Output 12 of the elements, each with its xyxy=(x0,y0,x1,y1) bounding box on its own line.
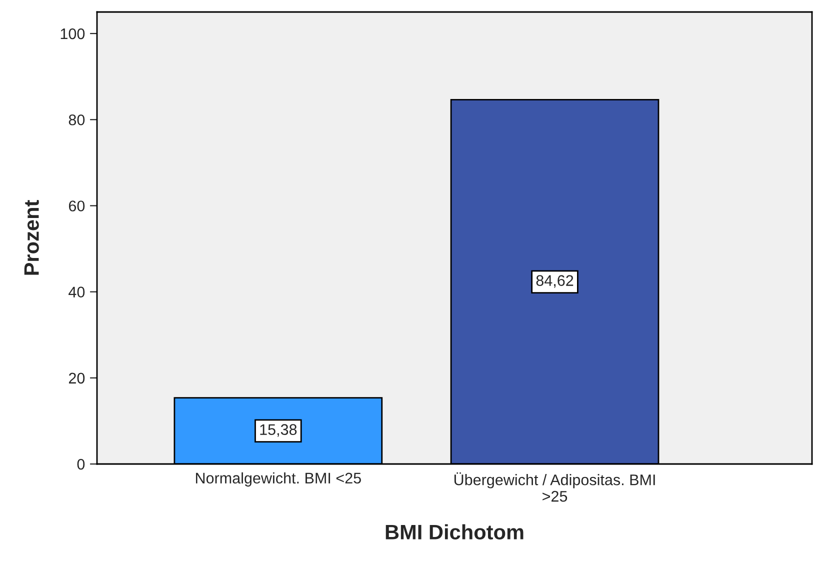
y-tick-label: 20 xyxy=(68,372,85,384)
y-axis-title: Prozent xyxy=(24,200,39,275)
x-tick-label: Normalgewicht. BMI <25 xyxy=(196,472,361,487)
x-axis-title: BMI Dichotom xyxy=(386,524,524,540)
y-tick-label: 80 xyxy=(68,114,85,126)
data-label: 84,62 xyxy=(536,275,574,288)
data-label: 15,38 xyxy=(260,424,297,437)
y-tick-label: 0 xyxy=(77,458,85,470)
y-tick-label: 60 xyxy=(68,200,85,212)
y-tick-label: 100 xyxy=(60,28,85,40)
x-tick-label: Übergewicht / Adipositas. BMI >25 xyxy=(454,472,655,502)
y-tick-label: 40 xyxy=(68,286,85,298)
